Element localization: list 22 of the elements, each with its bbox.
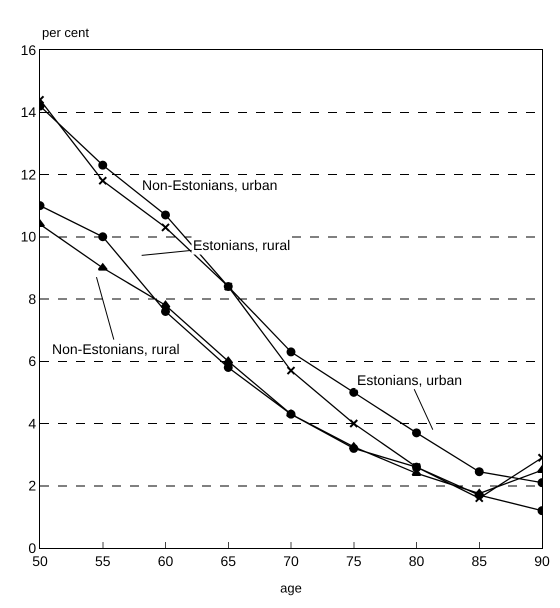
x-tick-label: 65 — [220, 552, 236, 569]
x-tick-label: 60 — [158, 552, 174, 569]
y-tick-label: 14 — [20, 104, 36, 120]
x-axis-title: age — [280, 580, 302, 596]
y-tick-label: 10 — [20, 228, 36, 245]
annotation: Non-Estonians, urban — [142, 177, 278, 193]
x-tick-label: 90 — [534, 552, 550, 569]
y-tick-label: 2 — [28, 478, 36, 494]
y-tick-label: 8 — [28, 290, 36, 307]
x-tick-label: 85 — [471, 552, 488, 569]
annotation: Estonians, rural — [193, 237, 290, 253]
y-tick-label: 16 — [20, 42, 36, 58]
x-tick-label: 55 — [94, 552, 111, 569]
x-tick-label: 75 — [346, 552, 362, 569]
annotation: Non-Estonians, rural — [52, 341, 180, 357]
y-tick-label: 6 — [28, 353, 36, 370]
y-axis-title: per cent — [42, 25, 90, 40]
annotation: Estonians, urban — [357, 372, 462, 388]
y-tick-label: 12 — [20, 166, 36, 182]
y-tick-label: 4 — [28, 415, 36, 432]
x-tick-label: 70 — [283, 552, 299, 569]
x-tick-label: 80 — [408, 552, 424, 569]
